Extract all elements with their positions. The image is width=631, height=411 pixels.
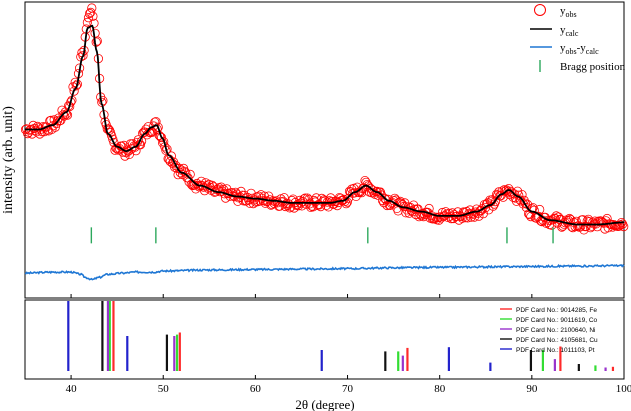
series-y-calc-line [25,24,624,226]
y-obs-point [156,132,167,143]
y-obs-point [301,199,311,209]
y-obs-point [89,18,99,28]
upper-frame [24,1,625,299]
y-obs-point [414,212,424,222]
y-obs-point [320,196,330,206]
y-obs-point [574,222,585,232]
y-obs-point [71,81,81,91]
x-tick-label: 90 [526,383,538,395]
y-obs-point [457,213,467,223]
y-obs-point [420,210,430,220]
reference-legend-label: PDF Card No.: 2100640, Ni [516,327,595,334]
y-obs-point [584,217,595,227]
reference-legend-label: PDF Card No.: 4105681, Cu [516,337,598,344]
card-peaks-3 [101,301,580,371]
y-obs-point [29,123,39,134]
y-obs-point [183,173,193,183]
series-y-diff-line [24,263,625,281]
y-obs-point [130,142,140,152]
y-obs-point [567,222,577,232]
y-obs-point [70,77,80,87]
y-obs-point [380,193,390,204]
y-obs-point [82,17,93,28]
y-obs-point [92,36,102,46]
y-obs-point [83,13,94,23]
card-peaks-4 [67,301,492,371]
card-peaks-1 [108,301,597,371]
y-obs-point [480,203,491,213]
card-peaks-2 [106,301,607,371]
series-y-obs [20,3,629,235]
y-obs-point [237,190,247,200]
x-tick-label: 100 [616,383,631,395]
y-obs-point [120,151,130,161]
legend-y-diff-label: yobs-ycalc [560,42,599,56]
reference-legend-label: PDF Card No.: 1011103, Pt [516,347,595,354]
y-obs-point [617,219,628,229]
y-obs-point [166,151,176,161]
y-axis-label: intensity (arb. unit) [1,106,16,214]
lower-frame [24,299,625,380]
x-tick-label: 70 [342,383,354,395]
reference-legend: PDF Card No.: 9014285, Fe PDF Card No.: 9… [500,307,598,354]
lower-panel: PDF Card No.: 9014285, Fe PDF Card No.: 9… [24,294,631,395]
y-obs-point [85,8,95,19]
y-obs-point [350,188,360,198]
x-tick-label: 60 [250,383,262,395]
legend-bragg-label: Bragg position [560,61,626,73]
y-obs-point [489,199,499,209]
y-obs-point [490,197,500,207]
y-obs-point [449,210,460,220]
y-obs-point [575,222,586,232]
legend-y-obs-label: yobs [560,5,577,19]
upper-panel: yobs ycalc yobs-ycalc Bragg position [20,1,629,299]
x-axis: 40 50 60 70 80 90 100 [66,294,631,395]
y-obs-point [78,50,88,61]
y-obs-point [535,204,545,215]
y-obs-point [395,196,405,206]
y-obs-point [602,213,612,224]
x-tick-label: 80 [434,383,446,395]
reference-legend-label: PDF Card No.: 9011619, Co [516,317,598,324]
y-obs-point [579,225,589,235]
y-obs-point [458,207,468,217]
x-tick-label: 40 [66,383,78,395]
card-peaks-0 [112,301,615,371]
y-obs-point [594,217,605,227]
y-obs-point [393,206,403,216]
y-obs-point [88,11,98,21]
y-obs-point [387,198,398,208]
y-obs-point [58,110,68,120]
y-obs-point [174,163,184,173]
y-obs-point [66,97,76,107]
legend-y-obs-marker [534,4,546,16]
x-tick-label: 50 [158,383,170,395]
y-obs-point [520,198,530,208]
y-obs-point [59,111,69,121]
x-axis-label: 2θ (degree) [295,397,354,411]
legend: yobs ycalc yobs-ycalc Bragg position [530,4,626,73]
y-obs-point [587,221,597,231]
reference-legend-label: PDF Card No.: 9014285, Fe [516,307,597,314]
legend-y-calc-label: ycalc [560,24,579,38]
y-obs-point [269,198,279,209]
y-obs-point [129,141,139,151]
y-obs-point [435,212,445,222]
y-obs-point [509,189,519,199]
y-obs-point [339,194,349,204]
